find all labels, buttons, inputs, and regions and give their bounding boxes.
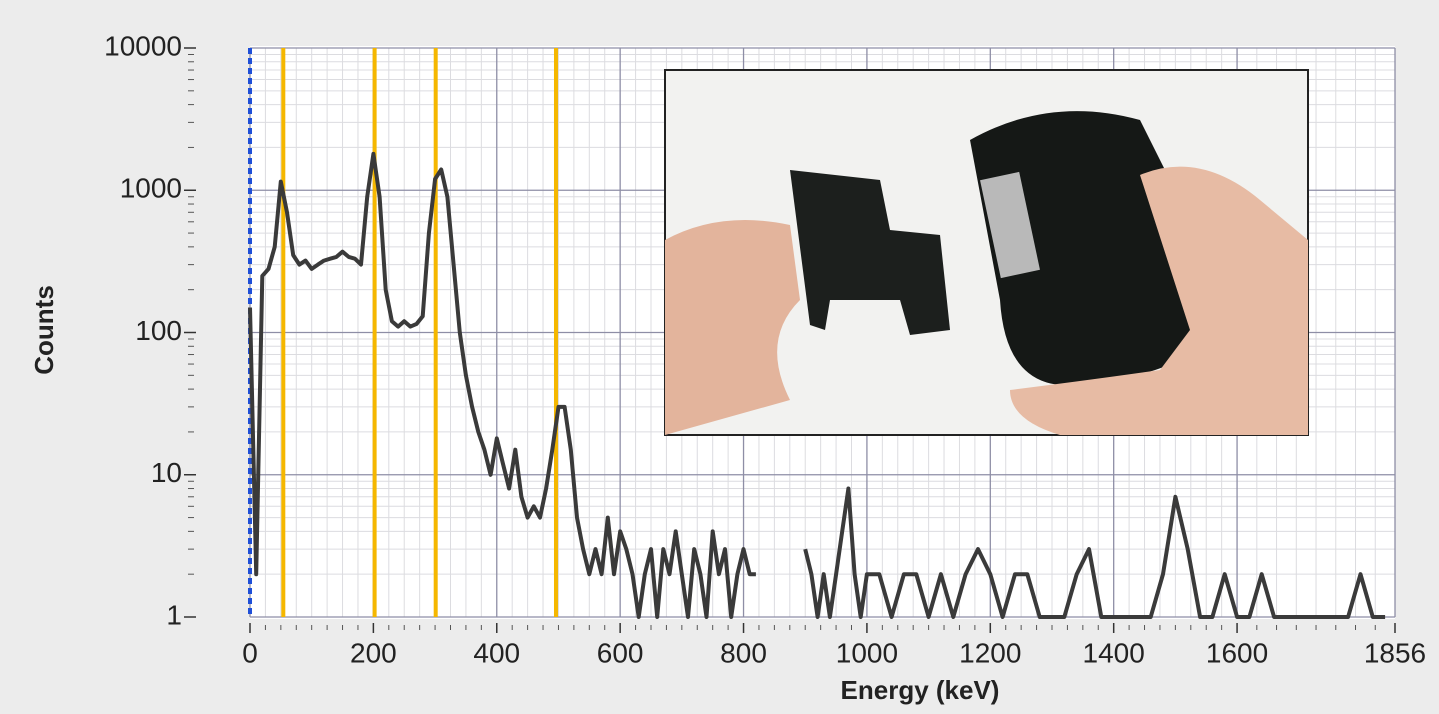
- axes: 1 10 100 1000 10000 0 200 400 600 800 1000 1200 1400…: [104, 30, 1426, 668]
- small-device: [790, 170, 950, 335]
- x-tick-label: 600: [597, 637, 644, 668]
- y-tick-label: 1000: [120, 173, 182, 204]
- device-label: [980, 171, 1040, 279]
- y-tick-label: 10000: [104, 30, 182, 61]
- right-hand: [1010, 166, 1308, 435]
- series: [248, 151, 1386, 619]
- inset-photo: [664, 69, 1309, 436]
- left-hand: [665, 220, 800, 435]
- x-tick-label: 0: [242, 637, 258, 668]
- x-tick-label: 400: [473, 637, 520, 668]
- x-tick-label: 1856: [1364, 637, 1426, 668]
- x-tick-label: 1400: [1083, 637, 1145, 668]
- x-tick-label: 1200: [959, 637, 1021, 668]
- data-line: [248, 151, 1386, 619]
- x-axis-label: Energy (keV): [841, 675, 1000, 705]
- x-tick-label: 800: [720, 637, 767, 668]
- x-tick-label: 200: [350, 637, 397, 668]
- y-axis-label: Counts: [29, 285, 59, 375]
- x-tick-label: 1000: [836, 637, 898, 668]
- y-tick-label: 100: [135, 315, 182, 346]
- y-tick-label: 10: [151, 457, 182, 488]
- x-tick-label: 1600: [1206, 637, 1268, 668]
- y-tick-label: 1: [166, 599, 182, 630]
